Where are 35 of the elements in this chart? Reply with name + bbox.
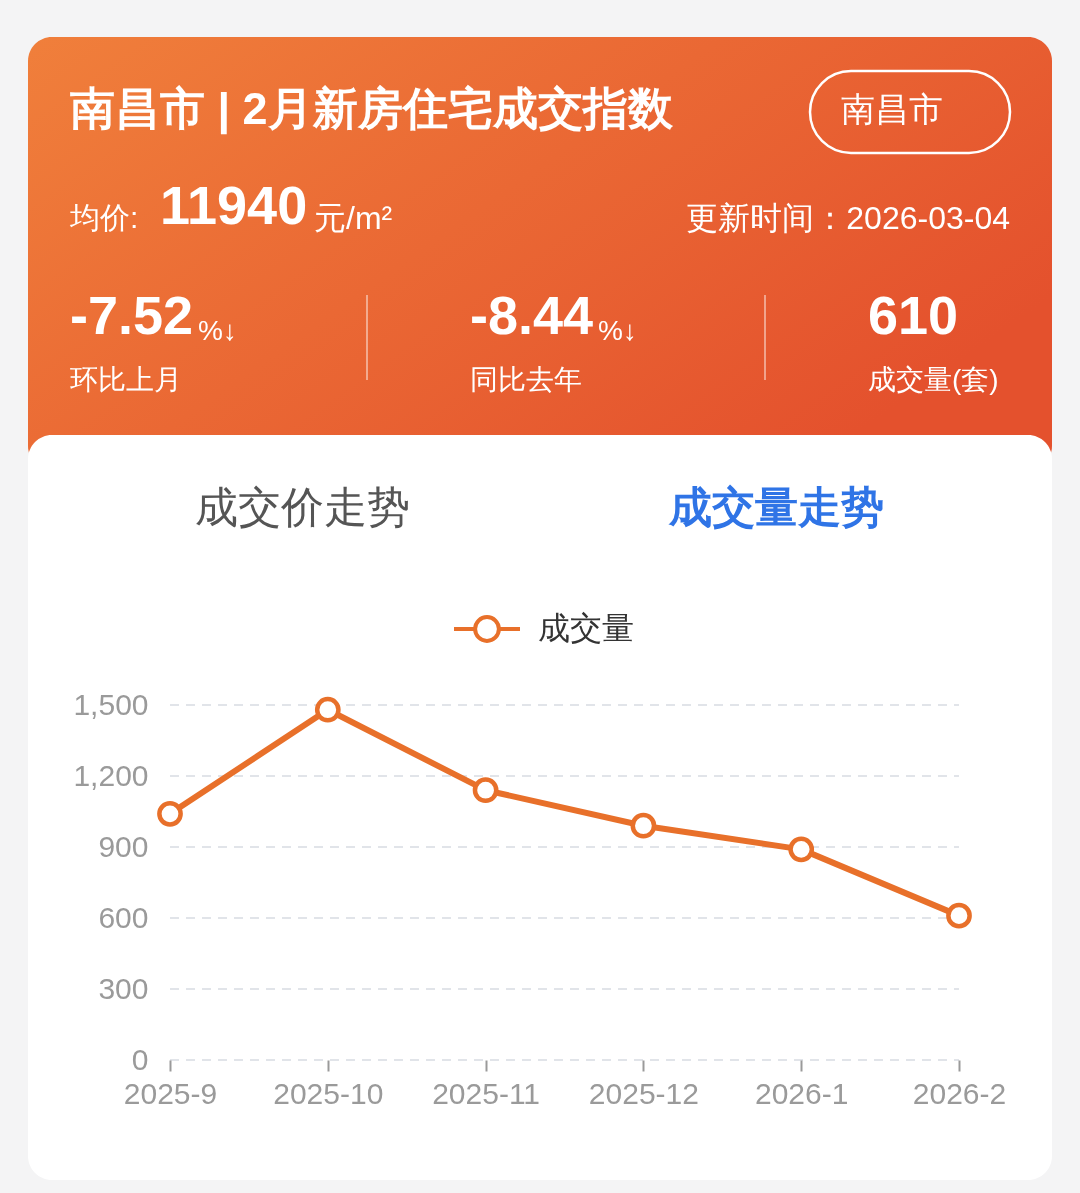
y-tick-label: 600 xyxy=(98,900,149,934)
text: 成交量(套) xyxy=(868,364,999,395)
x-tick-label: 2025-9 xyxy=(123,1076,218,1110)
y-tick-label: 1,200 xyxy=(73,758,149,792)
x-tick-label: 2026-1 xyxy=(754,1076,849,1110)
x-tick-label: 2025-11 xyxy=(432,1076,541,1110)
point xyxy=(630,812,657,839)
point xyxy=(472,777,499,804)
x-tick-label: 2025-10 xyxy=(273,1076,384,1110)
text: 成交量走势 xyxy=(667,483,884,531)
text: 610 xyxy=(868,285,959,345)
point xyxy=(314,696,341,723)
text: 11940 xyxy=(160,175,308,235)
x-tick-label: 2025-12 xyxy=(588,1076,699,1110)
text: 元/m² xyxy=(314,200,393,236)
text: 更新时间：2026-03-04 xyxy=(686,200,1010,236)
chart-title: 南昌市 | 2月新房住宅成交指数 xyxy=(70,83,674,135)
text: 均价: xyxy=(69,201,139,234)
y-tick-label: 300 xyxy=(98,971,149,1005)
point xyxy=(788,836,815,863)
text: 南昌市 xyxy=(841,90,943,128)
text: %↓ xyxy=(598,315,637,346)
x-tick-label: 2026-2 xyxy=(912,1076,1007,1110)
legend-label: 成交量 xyxy=(538,610,634,646)
point xyxy=(946,902,972,929)
text: -7.52 xyxy=(70,285,194,345)
text: -8.44 xyxy=(470,285,594,345)
text: 环比上月 xyxy=(70,364,182,395)
y-tick-label: 900 xyxy=(98,829,149,863)
y-tick-label: 0 xyxy=(131,1042,149,1076)
text: 同比去年 xyxy=(470,364,582,395)
text: %↓ xyxy=(198,315,237,346)
text: 成交价走势 xyxy=(194,483,410,531)
y-tick-label: 1,500 xyxy=(73,687,149,721)
point xyxy=(157,801,183,827)
